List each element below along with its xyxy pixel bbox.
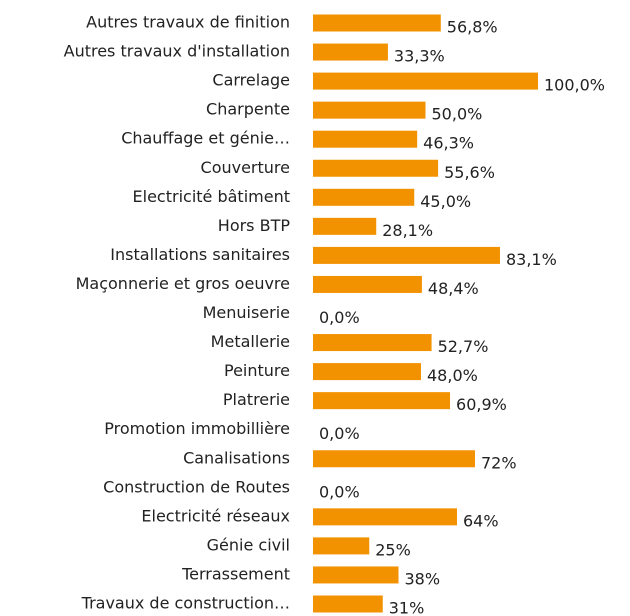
category-label: Installations sanitaires (110, 245, 290, 264)
bar (313, 566, 399, 584)
value-label: 72% (481, 453, 517, 472)
value-label: 55,6% (444, 163, 495, 182)
bar (313, 159, 439, 177)
category-label: Platrerie (223, 390, 290, 409)
value-label: 28,1% (382, 221, 433, 240)
category-label: Autres travaux d'installation (64, 42, 290, 61)
value-label: 33,3% (394, 47, 445, 66)
bar (313, 508, 457, 526)
value-label: 0,0% (319, 308, 360, 327)
category-label: Maçonnerie et gros oeuvre (76, 274, 290, 293)
value-label: 50,0% (432, 105, 483, 124)
bar (313, 72, 538, 90)
category-label: Electricité réseaux (141, 506, 290, 525)
bar (313, 363, 421, 381)
value-label: 52,7% (438, 337, 489, 356)
category-label: Génie civil (207, 535, 290, 554)
value-label: 31% (389, 599, 425, 616)
category-label: Couverture (201, 158, 290, 177)
value-label: 60,9% (456, 395, 507, 414)
category-label: Hors BTP (218, 216, 291, 235)
bar (313, 246, 500, 264)
value-label: 45,0% (420, 192, 471, 211)
bar (313, 275, 422, 293)
category-label: Peinture (224, 361, 290, 380)
bar (313, 334, 432, 352)
category-label: Terrassement (181, 564, 290, 583)
value-label: 64% (463, 511, 499, 530)
category-label: Carrelage (212, 71, 290, 90)
value-label: 56,8% (447, 18, 498, 37)
value-label: 46,3% (423, 134, 474, 153)
value-label: 100,0% (544, 76, 605, 95)
category-label: Canalisations (183, 448, 290, 467)
value-label: 48,4% (428, 279, 479, 298)
category-label: Promotion immobillière (104, 419, 290, 438)
value-label: 38% (405, 569, 441, 588)
value-label: 48,0% (427, 366, 478, 385)
value-label: 25% (375, 540, 411, 559)
value-label: 0,0% (319, 424, 360, 443)
bar (313, 595, 383, 613)
bar (313, 217, 377, 235)
category-label: Construction de Routes (103, 477, 290, 496)
category-label: Chauffage et génie… (121, 129, 290, 148)
bar (313, 392, 451, 410)
bar (313, 537, 370, 555)
category-label: Travaux de construction… (81, 594, 290, 613)
bar (313, 188, 415, 206)
category-label: Charpente (206, 100, 290, 119)
value-label: 0,0% (319, 482, 360, 501)
bar (313, 130, 418, 148)
bar (313, 450, 475, 468)
bar (313, 43, 388, 61)
category-label: Autres travaux de finition (86, 13, 290, 32)
category-label: Menuiserie (203, 303, 290, 322)
bar (313, 101, 426, 119)
bar (313, 14, 441, 32)
category-label: Electricité bâtiment (133, 187, 290, 206)
value-label: 83,1% (506, 250, 557, 269)
category-label: Metallerie (211, 332, 290, 351)
